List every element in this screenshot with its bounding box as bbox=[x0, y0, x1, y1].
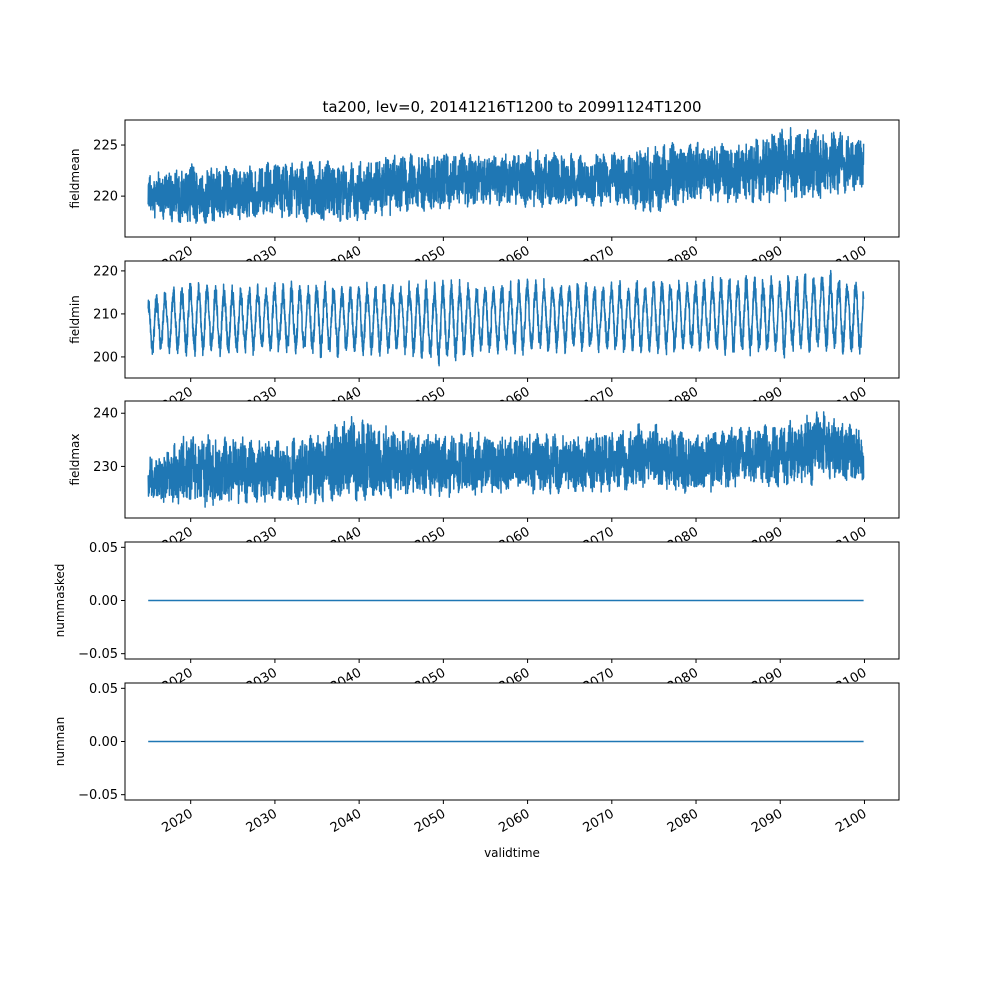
y-tick-label: 240 bbox=[93, 407, 118, 422]
series-line-fieldmin bbox=[147, 269, 865, 367]
axes-frame bbox=[124, 260, 900, 379]
series-line-fieldmean bbox=[147, 126, 865, 224]
axes-frame bbox=[124, 119, 900, 238]
y-axis-label: nummasked bbox=[53, 564, 67, 638]
y-tick-label: 0.00 bbox=[89, 735, 118, 750]
axes-frame bbox=[124, 400, 900, 519]
y-axis-label: fieldmin bbox=[68, 295, 82, 344]
x-axis-label: validtime bbox=[484, 846, 540, 860]
y-axis-label: numnan bbox=[53, 717, 67, 766]
y-tick-label: −0.05 bbox=[78, 647, 118, 662]
series-line-fieldmax bbox=[147, 411, 865, 508]
y-tick-label: 0.00 bbox=[89, 594, 118, 609]
y-axis-label: fieldmax bbox=[68, 433, 82, 485]
y-tick-label: 0.05 bbox=[89, 541, 118, 556]
y-tick-label: −0.05 bbox=[78, 788, 118, 803]
y-tick-label: 220 bbox=[93, 190, 118, 205]
y-axis-label: fieldmean bbox=[68, 149, 82, 209]
y-tick-label: 200 bbox=[93, 350, 118, 365]
chart-title: ta200, lev=0, 20141216T1200 to 20991124T… bbox=[322, 98, 701, 116]
y-tick-label: 230 bbox=[93, 460, 118, 475]
y-tick-label: 225 bbox=[93, 139, 118, 154]
y-tick-label: 0.05 bbox=[89, 682, 118, 697]
y-tick-label: 220 bbox=[93, 264, 118, 279]
y-tick-label: 210 bbox=[93, 307, 118, 322]
